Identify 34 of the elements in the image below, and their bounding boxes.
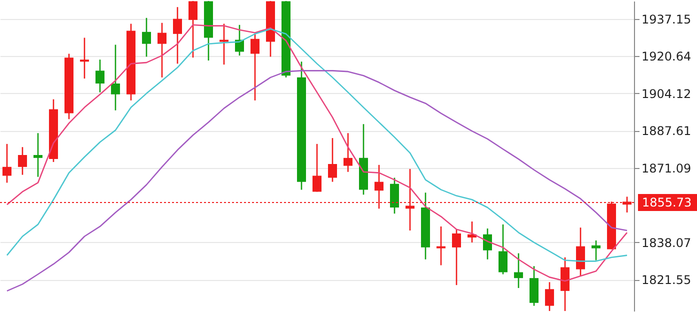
line-series	[6, 70, 628, 292]
candlestick	[172, 6, 182, 64]
candlestick	[219, 23, 228, 66]
candlestick	[2, 143, 12, 184]
candlestick	[95, 58, 104, 93]
candlestick	[514, 252, 524, 289]
candlestick	[545, 281, 554, 312]
candlestick	[250, 33, 260, 102]
y-tick-label: 1887.61	[642, 124, 692, 138]
candlestick	[80, 37, 89, 80]
candlestick	[560, 256, 570, 312]
y-tick-label: 1838.07	[642, 236, 692, 250]
candlestick	[110, 44, 120, 111]
candlestick	[18, 146, 27, 176]
ref-line-label: 1855.73	[642, 195, 692, 210]
candlestick	[452, 228, 462, 286]
candlestick	[142, 17, 151, 58]
y-tick-label: 1920.64	[642, 50, 692, 64]
y-tick-label: 1871.09	[642, 161, 692, 176]
candlestick	[33, 132, 42, 178]
candlestick	[576, 226, 586, 277]
candlestick	[312, 143, 322, 192]
candlestick	[436, 226, 446, 266]
y-tick-label: 1821.55	[642, 273, 692, 288]
candlestick	[390, 177, 400, 214]
y-tick-label: 1937.15	[642, 12, 692, 26]
candlestick	[498, 224, 508, 275]
candlestick	[188, 0, 198, 58]
candlestick	[157, 22, 166, 78]
candlestick	[483, 228, 492, 260]
candlestick	[328, 137, 337, 182]
candlestick	[344, 132, 352, 173]
y-tick-label: 1904.12	[642, 86, 692, 101]
candlestick	[592, 240, 601, 261]
